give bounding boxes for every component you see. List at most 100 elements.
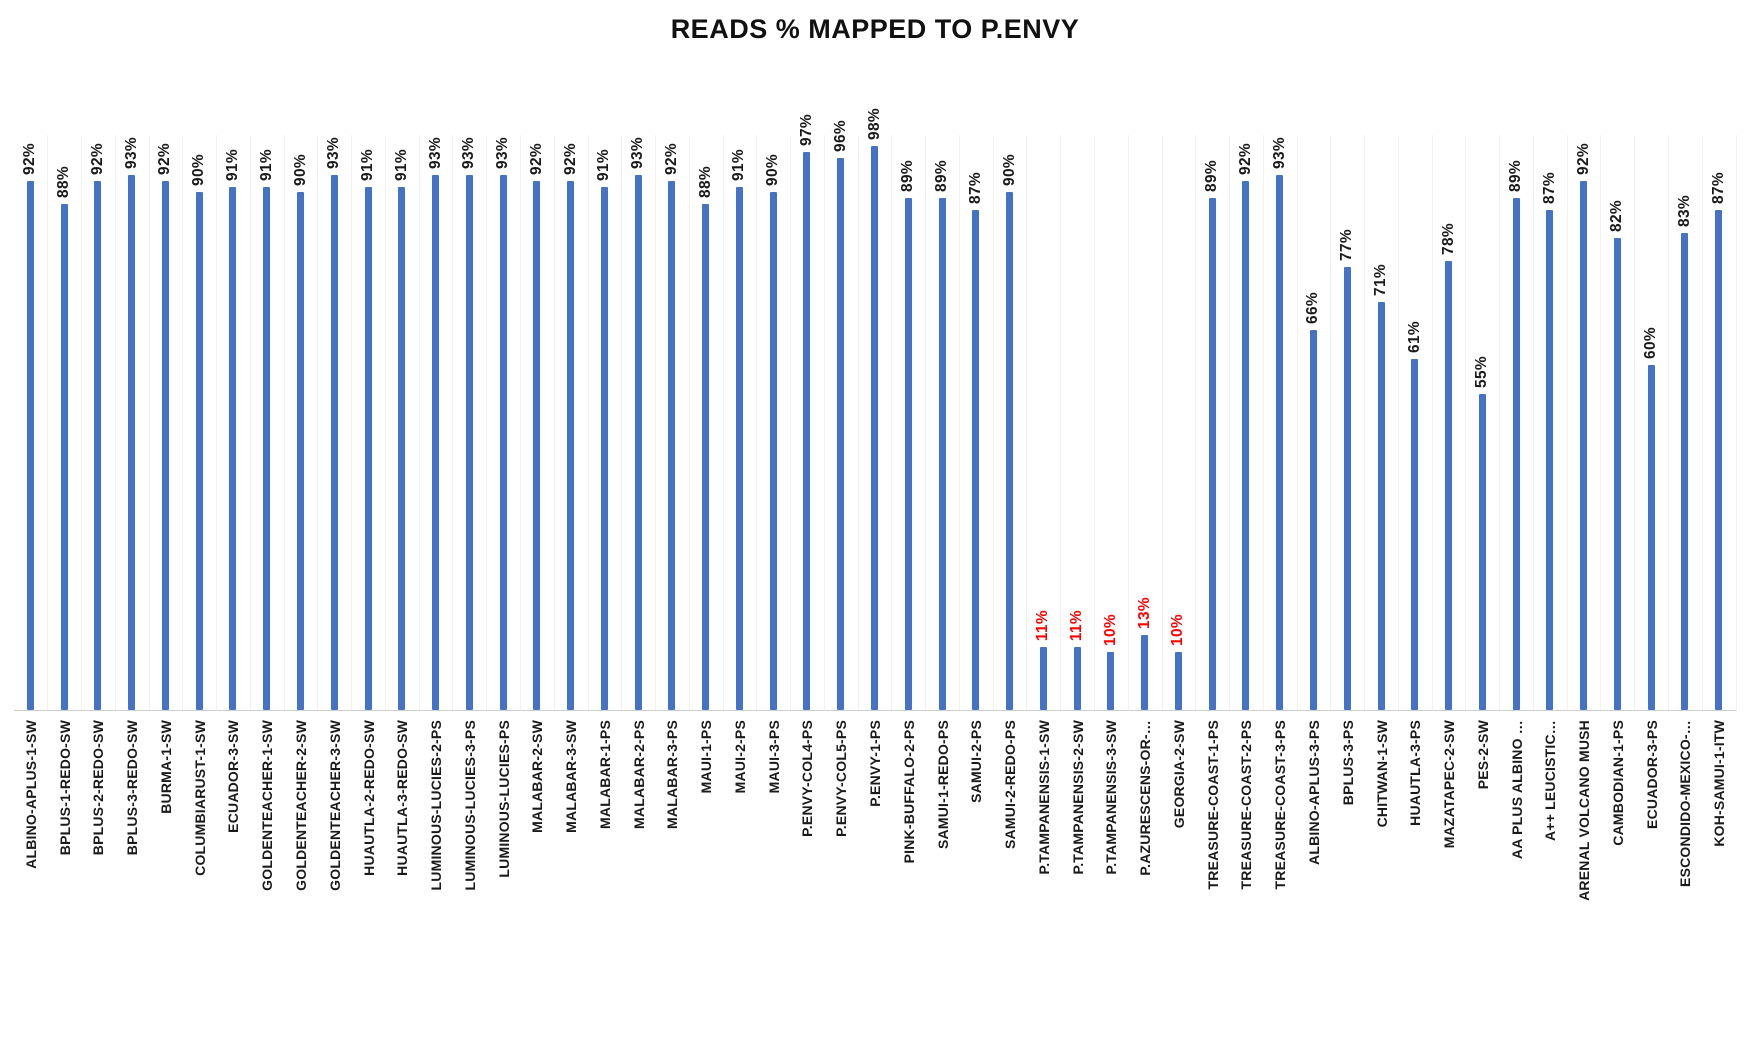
category-label-zone: TREASURE-COAST-1-PS (1196, 711, 1230, 966)
bar-zone: 92% (519, 135, 555, 711)
bar-column: 71% CHITWAN-1-SW (1364, 135, 1399, 966)
bar (26, 181, 34, 710)
bar-column: 61% HUAUTLA-3-PS (1397, 135, 1433, 966)
value-label-wrap: 89% (925, 160, 959, 192)
bar (533, 181, 541, 710)
bar-column: 90% GOLDENTEACHER-2-SW (283, 135, 319, 966)
value-label-wrap: 97% (790, 114, 824, 146)
category-label: HUAUTLA-2-REDO-SW (360, 720, 377, 876)
category-label: MALABAR-1-PS (596, 720, 613, 829)
bar-column: 60% ECUADOR-3-PS (1634, 135, 1670, 966)
category-label-zone: SAMUI-2-REDO-PS (993, 711, 1027, 966)
category-label: BPLUS-1-REDO-SW (56, 720, 73, 856)
bar-column: 93% GOLDENTEACHER-3-SW (317, 135, 353, 966)
category-label-zone: TREASURE-COAST-3-PS (1263, 711, 1297, 966)
bar (1715, 210, 1723, 710)
value-label-wrap: 92% (149, 143, 183, 175)
bar (1613, 238, 1621, 710)
category-label-zone: LUMINOUS-LUCIES-2-PS (419, 711, 453, 966)
bar-column: 91% MALABAR-1-PS (587, 135, 623, 966)
category-label: BPLUS-3-PS (1339, 720, 1356, 806)
value-label: 91% (730, 149, 748, 181)
bar (1377, 302, 1385, 710)
bar-zone: 93% (317, 135, 353, 711)
value-label: 88% (696, 166, 714, 198)
value-label-wrap: 61% (1398, 321, 1432, 353)
value-label: 78% (1439, 223, 1457, 255)
value-label-wrap: 87% (1533, 172, 1567, 204)
bar-zone: 93% (114, 135, 150, 711)
category-label: CHITWAN-1-SW (1373, 720, 1390, 828)
value-label: 93% (494, 137, 512, 169)
bar (1107, 652, 1115, 710)
value-label-wrap: 89% (891, 160, 925, 192)
category-label: ECUADOR-3-PS (1643, 720, 1660, 829)
value-label: 10% (1169, 614, 1187, 646)
value-label-wrap: 92% (554, 143, 588, 175)
bar-zone: 71% (1364, 135, 1399, 711)
bar (1242, 181, 1250, 710)
bar-column: 83% ESCONDIDO-MEXICO-… (1668, 135, 1703, 966)
bar (364, 187, 372, 710)
category-label: MAZATAPEC-2-SW (1441, 720, 1458, 849)
value-label-wrap: 83% (1668, 195, 1702, 227)
bar (1411, 359, 1419, 710)
category-label-zone: AA PLUS ALBINO … (1500, 711, 1534, 966)
value-label-wrap: 93% (115, 137, 149, 169)
bar (1208, 198, 1216, 710)
value-label: 91% (595, 149, 613, 181)
bar (1006, 192, 1014, 710)
bar-zone: 88% (47, 135, 83, 711)
bar (1546, 210, 1554, 710)
category-label-zone: P.TAMPANENSIS-2-SW (1061, 711, 1095, 966)
category-label-zone: MALABAR-2-PS (622, 711, 656, 966)
bar (1276, 175, 1284, 710)
category-label: CAMBODIAN-1-PS (1609, 720, 1626, 846)
bar (972, 210, 980, 710)
bar (1445, 261, 1453, 710)
bar-column: 55% PES-2-SW (1465, 135, 1501, 966)
bar-column: 92% ARENAL VOLCANO MUSH (1566, 135, 1602, 966)
value-label: 92% (88, 143, 106, 175)
bar-zone: 92% (553, 135, 589, 711)
bar-column: 89% AA PLUS ALBINO … (1499, 135, 1534, 966)
bar-column: 13% P.AZURESCENS-OR-… (1127, 135, 1163, 966)
value-label: 90% (1000, 154, 1018, 186)
bar (161, 181, 169, 710)
bar (94, 181, 102, 710)
value-label-wrap: 92% (520, 143, 554, 175)
category-label-zone: GOLDENTEACHER-1-SW (250, 711, 284, 966)
value-label-wrap: 92% (655, 143, 689, 175)
value-label-wrap: 88% (47, 166, 81, 198)
bar (1039, 647, 1047, 710)
bar-zone: 93% (452, 135, 488, 711)
bar (634, 175, 642, 710)
bar-zone: 10% (1094, 135, 1129, 711)
bar-zone: 92% (13, 135, 49, 711)
value-label-wrap: 60% (1634, 327, 1668, 359)
value-label-wrap: 55% (1465, 356, 1499, 388)
bar-column: 87% SAMUI-2-PS (958, 135, 994, 966)
value-label: 71% (1372, 264, 1389, 296)
bar-zone: 92% (81, 135, 116, 711)
bar-zone: 90% (182, 135, 218, 711)
value-label: 77% (1338, 229, 1356, 261)
value-label-wrap: 92% (81, 143, 115, 175)
bar-zone: 90% (756, 135, 792, 711)
bar-zone: 89% (1499, 135, 1534, 711)
bar-zone: 92% (1566, 135, 1602, 711)
bar-column: 90% COLUMBIARUST-1-SW (182, 135, 218, 966)
bar-zone: 93% (418, 135, 454, 711)
bar-zone: 88% (688, 135, 724, 711)
value-label: 93% (426, 137, 444, 169)
value-label: 83% (1675, 195, 1693, 227)
category-label-zone: HUAUTLA-3-REDO-SW (385, 711, 419, 966)
value-label: 90% (764, 154, 782, 186)
category-label-zone: A++ LEUCISTIC… (1533, 711, 1567, 966)
category-label-zone: BPLUS-3-PS (1331, 711, 1365, 966)
bar-column: 82% CAMBODIAN-1-PS (1600, 135, 1636, 966)
category-label-zone: P.TAMPANENSIS-3-SW (1095, 711, 1129, 966)
category-label: ARENAL VOLCANO MUSH (1576, 720, 1593, 901)
bar-zone: 10% (1161, 135, 1197, 711)
bar (1681, 233, 1689, 710)
